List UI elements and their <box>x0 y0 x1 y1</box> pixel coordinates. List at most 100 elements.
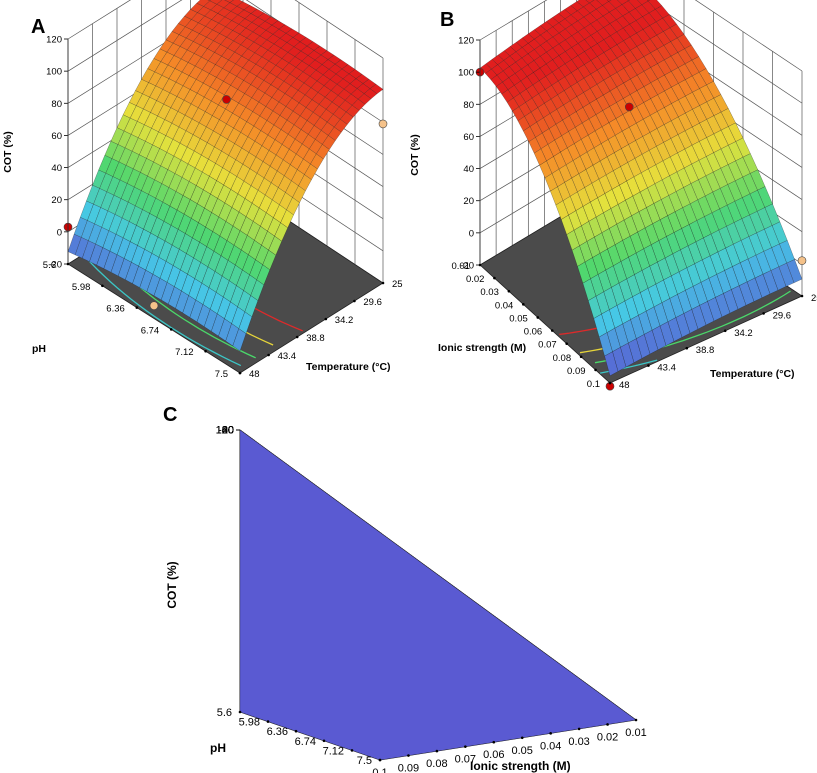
panel-b-x-tick-label: 43.4 <box>657 363 676 374</box>
panel-b-y-tick-label: 0.1 <box>587 379 600 390</box>
panel-b-y-tick <box>536 316 540 319</box>
panel-c-x-tick <box>435 749 439 753</box>
panel-c-x-tick-label: 0.1 <box>372 767 387 773</box>
panel-label-c: C <box>163 404 178 426</box>
panel-a-z-tick-label: 60 <box>51 131 62 142</box>
panel-b-z-tick-label: 40 <box>463 164 474 175</box>
panel-b-z-tick-label: 60 <box>463 132 474 143</box>
panel-c-x-tick-label: 0.06 <box>483 749 504 761</box>
panel-a-x-tick-label: 29.6 <box>363 297 382 308</box>
panel-a-x-tick-label: 25 <box>392 279 403 290</box>
panel-b-x-tick-label: 48 <box>619 380 630 391</box>
panel-a-z-axis-label: COT (%) <box>2 131 14 172</box>
panel-c-z-axis-label: COT (%) <box>165 561 179 608</box>
panel-label-b: B <box>440 9 455 31</box>
panel-a-y-tick-label: 5.98 <box>72 282 91 293</box>
panel-a-design-point <box>149 301 159 310</box>
panel-a-x-tick <box>353 299 356 303</box>
panel-c-x-tick <box>492 740 496 744</box>
panel-c-y-tick-label: 5.6 <box>217 707 232 719</box>
panel-b-design-point <box>797 256 807 265</box>
panel-b-z-tick-label: 80 <box>463 100 474 111</box>
panel-c-x-tick <box>520 736 524 740</box>
panel-c-x-tick-label: 0.01 <box>625 727 646 739</box>
panel-b-y-tick <box>478 263 482 267</box>
panel-a-x-tick <box>381 281 385 285</box>
panel-c-x-tick <box>464 745 467 748</box>
panel-c-y-tick <box>238 710 242 714</box>
panel-b-z-tick-label: 120 <box>458 36 474 47</box>
panel-c-x-tick <box>549 732 552 735</box>
panel-c-y-tick-label: 7.12 <box>323 745 344 757</box>
panel-a-y-tick-label: 7.12 <box>175 347 194 358</box>
panel-a-y-tick <box>169 328 173 331</box>
panel-a-z-tick-label: 0 <box>57 227 62 238</box>
panel-c-z-tick-label: 80 <box>222 425 234 437</box>
panel-a-y-tick <box>135 306 139 309</box>
panel-c-y-axis-label: pH <box>210 741 226 755</box>
panel-a-contour-line <box>85 257 242 367</box>
panel-label-a: A <box>31 16 46 38</box>
panel-c-z-tick-label: 0 <box>228 425 234 437</box>
panel-a-y-tick-label: 7.5 <box>215 369 228 380</box>
panel-c-z-tick-label: 100 <box>216 425 234 437</box>
panel-b-x-tick-label: 25 <box>811 293 817 304</box>
panel-b-y-tick-label: 0.08 <box>553 353 572 364</box>
panel-a-y-tick <box>66 262 70 266</box>
panel-a-y-tick <box>101 284 104 288</box>
panel-a-y-axis-label: pH <box>32 343 46 355</box>
panel-c-y-tick <box>350 749 354 752</box>
panel-b-y-tick <box>522 303 525 306</box>
panel-b-x-tick <box>762 312 765 315</box>
panel-b-z-axis-label: COT (%) <box>409 134 421 175</box>
panel-b-y-tick-label: 0.06 <box>524 327 543 338</box>
panel-a-z-tick-label: -20 <box>48 260 62 271</box>
panel-c-x-tick <box>407 754 410 757</box>
panel-a-x-tick-label: 43.4 <box>278 351 297 362</box>
panel-a-surface-cell <box>232 328 247 352</box>
panel-a-z-tick-label: 20 <box>51 195 62 206</box>
panel-c-y-tick-label: 6.36 <box>267 726 288 738</box>
panel-a-y-tick <box>204 349 207 353</box>
panel-a-x-axis-label: Temperature (°C) <box>306 361 391 373</box>
panel-c-x-tick-label: 0.09 <box>398 763 419 773</box>
panel-b-x-axis-label: Temperature (°C) <box>710 368 795 380</box>
panel-a-design-point <box>378 119 388 129</box>
panel-b-surface <box>479 0 803 377</box>
panel-c-z-tick-label: 20 <box>222 425 234 437</box>
panel-c-surface <box>239 429 637 761</box>
panel-c-y-tick-label: 7.5 <box>357 755 372 767</box>
panel-c-z-tick-label: 120 <box>216 425 234 437</box>
panel-b-design-point <box>624 102 634 112</box>
panel-c-z-tick-label: -20 <box>218 425 234 437</box>
panel-b-y-tick <box>579 355 583 359</box>
panel-c-y-tick <box>266 720 270 723</box>
panel-a-z-tick-label: 80 <box>51 99 62 110</box>
panel-a-z-tick-label: 120 <box>46 35 62 46</box>
panel-c-y-tick <box>378 758 382 762</box>
panel-c-x-tick-label: 0.07 <box>455 754 476 766</box>
panel-a-design-point <box>222 95 231 104</box>
panel-b-y-tick-label: 0.07 <box>538 340 557 351</box>
panel-c-x-tick-label: 0.02 <box>597 731 618 743</box>
panel-a-x-tick-label: 48 <box>249 369 260 380</box>
panel-c-x-tick-label: 0.08 <box>426 758 447 770</box>
panel-c-y-tick-label: 5.98 <box>239 717 260 729</box>
panel-b-y-tick <box>493 276 496 280</box>
panel-b-y-tick-label: 0.01 <box>452 261 471 272</box>
panel-a-chart: -20 0 20 40 60 80 100 120 25 29.6 34.2 38.8 43.4 48 5.… <box>2 0 403 380</box>
panel-a-x-tick <box>267 353 270 357</box>
panel-b-z-tick-label: 0 <box>469 228 474 239</box>
panel-c-x-tick <box>606 723 609 726</box>
panel-c-x-tick <box>634 718 638 722</box>
panel-b-x-tick <box>723 329 727 333</box>
panel-b-x-tick <box>647 364 650 367</box>
panel-c-z-tick-label: 40 <box>222 425 234 437</box>
panel-b-y-tick <box>565 342 568 345</box>
panel-b-surface-cell <box>604 351 619 377</box>
panel-a-x-tick <box>324 317 328 321</box>
panel-a-y-tick-label: 6.36 <box>106 304 125 315</box>
panel-a-x-tick-label: 34.2 <box>335 315 354 326</box>
panel-b-grid-line <box>479 0 548 41</box>
panel-a-surface <box>67 0 384 352</box>
